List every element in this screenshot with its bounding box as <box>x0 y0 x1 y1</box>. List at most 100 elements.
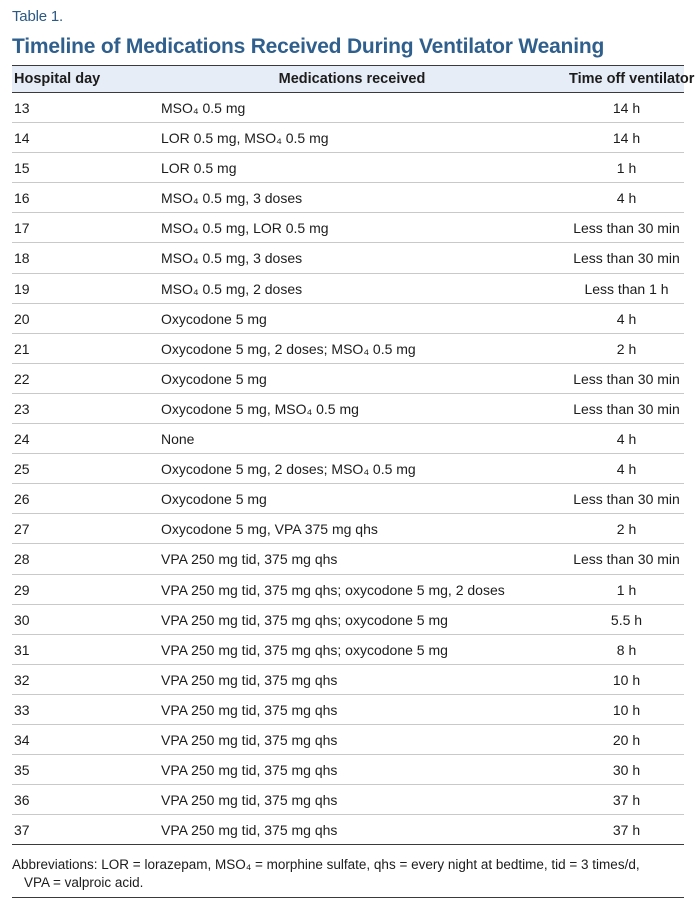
cell-hospital-day: 26 <box>14 491 30 508</box>
cell-hospital-day: 21 <box>14 340 30 357</box>
cell-medications: Oxycodone 5 mg <box>161 310 267 327</box>
cell-hospital-day: 22 <box>14 370 30 387</box>
table-row: 28 VPA 250 mg tid, 375 mg qhs Less than 30… <box>12 544 684 575</box>
cell-time-off: 10 h <box>612 671 641 688</box>
cell-medications: MSO₄ 0.5 mg, 3 doses <box>161 250 303 267</box>
cell-medications: Oxycodone 5 mg <box>161 491 267 508</box>
cell-time-off: 37 h <box>612 792 641 809</box>
table-row: 23 Oxycodone 5 mg, MSO₄ 0.5 mg Less than 3… <box>12 394 684 425</box>
cell-medications: Oxycodone 5 mg, 2 doses; MSO₄ 0.5 mg <box>161 461 416 478</box>
table-body: 13 MSO₄ 0.5 mg 14 h 14 LOR 0.5 mg, MSO₄ 0.5 … <box>12 93 684 846</box>
cell-time-off: Less than 30 min <box>573 400 680 417</box>
header-medications: Medications received <box>278 71 426 87</box>
cell-medications: VPA 250 mg tid, 375 mg qhs; oxycodone 5 … <box>161 611 448 628</box>
table-row: 33 VPA 250 mg tid, 375 mg qhs 10 h <box>12 695 684 725</box>
cell-hospital-day: 34 <box>14 731 30 748</box>
table-row: 20 Oxycodone 5 mg 4 h <box>12 304 684 334</box>
cell-hospital-day: 18 <box>14 250 30 267</box>
footnote-line-2: VPA = valproic acid. <box>24 875 144 890</box>
table-row: 35 VPA 250 mg tid, 375 mg qhs 30 h <box>12 755 684 786</box>
table-row: 37 VPA 250 mg tid, 375 mg qhs 37 h <box>12 815 684 846</box>
cell-time-off: 4 h <box>616 190 637 207</box>
table-row: 16 MSO₄ 0.5 mg, 3 doses 4 h <box>12 183 684 214</box>
cell-medications: MSO₄ 0.5 mg, LOR 0.5 mg <box>161 220 329 237</box>
cell-time-off: 1 h <box>616 581 637 598</box>
table-row: 29 VPA 250 mg tid, 375 mg qhs; oxycodone … <box>12 575 684 605</box>
cell-hospital-day: 35 <box>14 762 30 779</box>
cell-time-off: Less than 30 min <box>573 250 680 267</box>
cell-hospital-day: 13 <box>14 100 30 116</box>
table-footnote: Abbreviations: LOR = lorazepam, MSO₄ = m… <box>12 856 684 892</box>
cell-time-off: 5.5 h <box>610 611 643 628</box>
table-row: 21 Oxycodone 5 mg, 2 doses; MSO₄ 0.5 mg 2 … <box>12 334 684 364</box>
cell-medications: VPA 250 mg tid, 375 mg qhs; oxycodone 5 … <box>161 581 505 598</box>
cell-time-off: 4 h <box>616 431 637 448</box>
cell-hospital-day: 24 <box>14 431 30 448</box>
table-row: 34 VPA 250 mg tid, 375 mg qhs 20 h <box>12 725 684 756</box>
cell-medications: VPA 250 mg tid, 375 mg qhs <box>161 822 338 839</box>
cell-medications: None <box>161 431 195 448</box>
cell-medications: LOR 0.5 mg <box>161 160 237 177</box>
cell-time-off: 1 h <box>616 160 637 177</box>
cell-time-off: 14 h <box>612 130 641 147</box>
cell-medications: VPA 250 mg tid, 375 mg qhs <box>161 792 338 809</box>
table-row: 24 None 4 h <box>12 424 684 455</box>
table-row: 22 Oxycodone 5 mg Less than 30 min <box>12 364 684 394</box>
header-time-off: Time off ventilator <box>569 71 695 87</box>
cell-hospital-day: 37 <box>14 822 30 839</box>
table-row: 14 LOR 0.5 mg, MSO₄ 0.5 mg 14 h <box>12 123 684 154</box>
cell-medications: MSO₄ 0.5 mg, 2 doses <box>161 280 303 297</box>
table-title: Timeline of Medications Received During … <box>12 35 605 58</box>
table-row: 26 Oxycodone 5 mg Less than 30 min <box>12 484 684 515</box>
cell-time-off: 10 h <box>612 701 641 718</box>
cell-time-off: 2 h <box>616 521 637 538</box>
cell-medications: VPA 250 mg tid, 375 mg qhs <box>161 551 338 568</box>
cell-medications: MSO₄ 0.5 mg <box>161 100 246 116</box>
cell-time-off: 8 h <box>616 641 637 658</box>
table-row: 31 VPA 250 mg tid, 375 mg qhs; oxycodone … <box>12 635 684 665</box>
cell-time-off: Less than 30 min <box>573 551 680 568</box>
cell-time-off: 20 h <box>612 731 641 748</box>
table-row: 36 VPA 250 mg tid, 375 mg qhs 37 h <box>12 785 684 816</box>
table-row: 25 Oxycodone 5 mg, 2 doses; MSO₄ 0.5 mg 4 … <box>12 454 684 485</box>
cell-hospital-day: 36 <box>14 792 30 809</box>
table-row: 30 VPA 250 mg tid, 375 mg qhs; oxycodone … <box>12 605 684 635</box>
cell-hospital-day: 20 <box>14 310 30 327</box>
footnote-line-1: Abbreviations: LOR = lorazepam, MSO₄ = m… <box>12 857 640 872</box>
table-label: Table 1. <box>12 8 63 25</box>
footnote-rule <box>12 897 684 898</box>
cell-time-off: 37 h <box>612 822 641 839</box>
cell-medications: VPA 250 mg tid, 375 mg qhs <box>161 731 338 748</box>
cell-hospital-day: 17 <box>14 220 30 237</box>
table-row: 17 MSO₄ 0.5 mg, LOR 0.5 mg Less than 30 mi… <box>12 213 684 244</box>
cell-time-off: 4 h <box>616 461 637 478</box>
cell-hospital-day: 19 <box>14 280 30 297</box>
cell-time-off: Less than 30 min <box>573 370 680 387</box>
cell-time-off: Less than 1 h <box>584 280 669 297</box>
cell-medications: Oxycodone 5 mg, MSO₄ 0.5 mg <box>161 400 359 417</box>
cell-time-off: 2 h <box>616 340 637 357</box>
cell-hospital-day: 23 <box>14 400 30 417</box>
cell-hospital-day: 32 <box>14 671 30 688</box>
cell-hospital-day: 16 <box>14 190 30 207</box>
table-row: 18 MSO₄ 0.5 mg, 3 doses Less than 30 min <box>12 243 684 274</box>
table-header-row: Hospital day Medications received Time o… <box>12 65 695 93</box>
table-row: 19 MSO₄ 0.5 mg, 2 doses Less than 1 h <box>12 274 684 304</box>
cell-time-off: 14 h <box>612 100 641 116</box>
table-row: 15 LOR 0.5 mg 1 h <box>12 153 684 184</box>
cell-hospital-day: 27 <box>14 521 30 538</box>
cell-medications: VPA 250 mg tid, 375 mg qhs <box>161 701 338 718</box>
cell-time-off: Less than 30 min <box>573 491 680 508</box>
cell-medications: VPA 250 mg tid, 375 mg qhs <box>161 671 338 688</box>
cell-medications: Oxycodone 5 mg <box>161 370 267 387</box>
cell-hospital-day: 33 <box>14 701 30 718</box>
cell-hospital-day: 25 <box>14 461 30 478</box>
cell-hospital-day: 14 <box>14 130 30 147</box>
cell-medications: VPA 250 mg tid, 375 mg qhs; oxycodone 5 … <box>161 641 448 658</box>
cell-hospital-day: 31 <box>14 641 30 658</box>
cell-medications: Oxycodone 5 mg, VPA 375 mg qhs <box>161 521 378 538</box>
cell-medications: MSO₄ 0.5 mg, 3 doses <box>161 190 303 207</box>
cell-medications: Oxycodone 5 mg, 2 doses; MSO₄ 0.5 mg <box>161 340 416 357</box>
cell-hospital-day: 15 <box>14 160 30 177</box>
